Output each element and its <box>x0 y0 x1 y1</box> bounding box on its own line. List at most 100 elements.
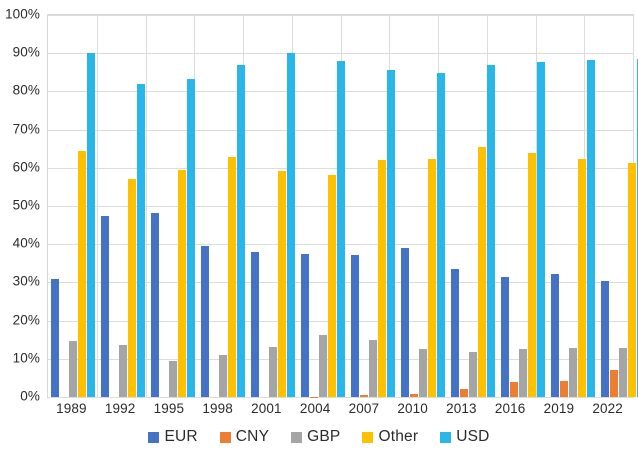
bar-eur-2010 <box>401 247 409 397</box>
bar-other-2019 <box>578 159 586 397</box>
bar-gbp-2007 <box>369 340 377 397</box>
y-axis: 0% 10% 20% 30% 40% 50% 60% 70% 80% 90% 100% <box>0 0 44 404</box>
bar-eur-1989 <box>51 279 59 397</box>
x-axis-tick-label: 2004 <box>299 401 331 416</box>
gridline-vertical <box>96 15 98 397</box>
bar-other-2022 <box>628 163 636 397</box>
x-axis-tick-label: 1995 <box>153 401 185 416</box>
legend-item-usd[interactable]: USD <box>440 428 489 446</box>
legend-item-cny[interactable]: CNY <box>219 428 270 446</box>
bar-group-2001 <box>248 15 298 397</box>
bar-eur-1998 <box>201 246 209 397</box>
bar-usd-1992 <box>137 84 145 397</box>
legend-label: CNY <box>235 428 270 445</box>
legend-item-other[interactable]: Other <box>362 428 418 446</box>
bar-usd-2010 <box>437 72 445 397</box>
x-axis-tick-label: 1998 <box>202 401 233 416</box>
legend-swatch-icon <box>148 431 160 443</box>
bar-eur-1992 <box>101 215 109 397</box>
bar-group-1992 <box>98 15 148 397</box>
bar-group-1989 <box>48 15 98 397</box>
y-axis-tick-label: 50% <box>12 197 40 213</box>
bar-eur-2022 <box>601 280 609 397</box>
bar-group-1995 <box>148 15 198 397</box>
bar-cny-2010 <box>410 393 418 397</box>
bar-gbp-2019 <box>569 348 577 397</box>
bar-usd-1998 <box>237 65 245 397</box>
bar-other-2004 <box>328 175 336 397</box>
bars-layer <box>48 15 638 397</box>
x-axis-tick-label: 2013 <box>446 401 477 416</box>
legend-label: Other <box>378 428 419 445</box>
y-axis-tick-label: 40% <box>12 235 40 251</box>
y-axis-tick-label: 30% <box>12 273 40 289</box>
gridline-vertical <box>145 15 147 397</box>
bar-group-2013 <box>448 15 498 397</box>
bar-usd-2007 <box>387 70 395 397</box>
bar-gbp-1995 <box>169 361 177 397</box>
gridline-horizontal <box>48 397 633 398</box>
bar-gbp-2016 <box>519 348 527 397</box>
bar-group-2016 <box>498 15 548 397</box>
bar-other-1995 <box>178 170 186 397</box>
bar-eur-2019 <box>551 273 559 397</box>
y-axis-tick-label: 20% <box>12 312 40 328</box>
x-axis-tick-label: 2016 <box>494 401 526 416</box>
y-axis-tick-label: 10% <box>12 350 40 366</box>
y-axis-tick-label: 70% <box>12 121 40 137</box>
bar-group-2010 <box>398 15 448 397</box>
legend-swatch-icon <box>219 431 231 443</box>
bar-cny-2016 <box>510 381 518 397</box>
gridline-vertical <box>535 15 537 397</box>
bar-gbp-2010 <box>419 348 427 397</box>
bar-group-2022 <box>598 15 638 397</box>
x-axis-tick-label: 2010 <box>397 401 428 416</box>
bar-group-2007 <box>348 15 398 397</box>
x-axis-tick-label: 2007 <box>348 401 380 416</box>
y-axis-tick-label: 0% <box>20 388 40 404</box>
bar-usd-1995 <box>187 79 195 397</box>
bar-usd-2016 <box>537 62 545 397</box>
bar-gbp-1992 <box>119 345 127 397</box>
bar-group-2004 <box>298 15 348 397</box>
y-axis-tick-label: 60% <box>12 159 40 175</box>
legend-label: EUR <box>164 428 198 445</box>
legend-item-gbp[interactable]: GBP <box>291 428 340 446</box>
bar-other-2016 <box>528 152 536 397</box>
legend-label: GBP <box>307 428 341 445</box>
plot-area <box>47 14 638 398</box>
legend-swatch-icon <box>440 431 452 443</box>
bar-gbp-2001 <box>269 347 277 397</box>
bar-group-1998 <box>198 15 248 397</box>
bar-usd-2013 <box>487 64 495 397</box>
legend-item-eur[interactable]: EUR <box>148 428 198 446</box>
y-axis-tick-label: 100% <box>5 6 40 22</box>
bar-other-2007 <box>378 160 386 397</box>
x-axis-tick-label: 2022 <box>592 401 623 416</box>
bar-gbp-2022 <box>619 347 627 397</box>
bar-usd-2001 <box>287 53 295 397</box>
bar-eur-2016 <box>501 277 509 397</box>
bar-eur-2001 <box>251 252 259 397</box>
x-axis-tick-label: 1989 <box>56 401 87 416</box>
bar-gbp-1998 <box>219 354 227 397</box>
bar-other-1989 <box>78 150 86 397</box>
bar-gbp-2013 <box>469 351 477 397</box>
bar-cny-2022 <box>610 370 618 397</box>
bar-eur-1995 <box>151 212 159 397</box>
x-axis-tick-label: 2001 <box>251 401 282 416</box>
bar-eur-2004 <box>301 254 309 397</box>
bar-cny-2013 <box>460 388 468 397</box>
bar-cny-2019 <box>560 380 568 397</box>
x-axis: 1989 1992 1995 1998 2001 2004 2007 2010 2013 2016… <box>47 398 632 422</box>
y-axis-tick-label: 80% <box>12 82 40 98</box>
y-axis-tick-label: 90% <box>12 44 40 60</box>
legend-swatch-icon <box>291 431 303 443</box>
legend-swatch-icon <box>362 431 374 443</box>
bar-usd-1989 <box>87 53 95 397</box>
x-axis-tick-label: 1992 <box>104 401 136 416</box>
bar-gbp-1989 <box>69 341 77 397</box>
bar-usd-2004 <box>337 60 345 397</box>
bar-eur-2013 <box>451 269 459 397</box>
